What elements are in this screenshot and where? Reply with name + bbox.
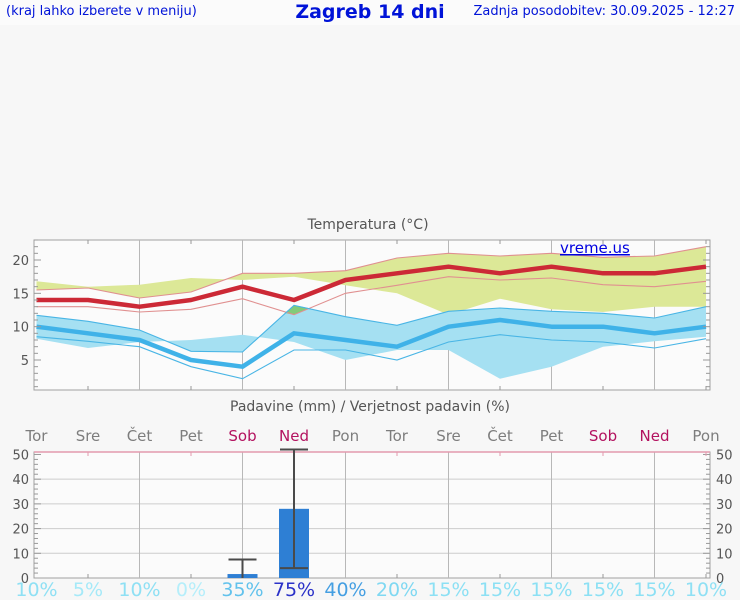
header: (kraj lahko izberete v meniju) Zagreb 14…: [0, 0, 740, 25]
precip-day-label: Sre: [436, 427, 461, 445]
last-updated: Zadnja posodobitev: 30.09.2025 - 12:27: [473, 4, 735, 19]
precip-day-label: Tor: [25, 427, 49, 445]
precipitation-probability: 10%: [118, 579, 160, 600]
precip-axis-tick: 30: [716, 498, 733, 513]
precipitation-plot-area: [33, 451, 711, 579]
precip-axis-tick: 50: [12, 448, 29, 463]
precip-day-label: Sre: [76, 427, 101, 445]
precip-day-label: Čet: [127, 426, 153, 445]
temp-axis-tick: 10: [12, 321, 29, 336]
precip-axis-tick: 40: [716, 473, 733, 488]
temperature-plot-area: [33, 239, 711, 391]
precip-axis-tick: 0: [716, 572, 724, 587]
precipitation-probability: 75%: [273, 579, 315, 600]
precip-day-label: Sob: [589, 427, 617, 445]
precip-day-label: Tor: [385, 427, 409, 445]
precipitation-probability: 15%: [427, 579, 469, 600]
temp-axis-tick: 20: [12, 254, 29, 269]
precipitation-probability: 15%: [582, 579, 624, 600]
precipitation-probability: 5%: [73, 579, 103, 600]
max-temp-line: [36, 264, 707, 309]
band-overlap: [284, 305, 310, 315]
precipitation-probability: 20%: [376, 579, 418, 600]
page-title: Zagreb 14 dni: [295, 1, 445, 23]
precipitation-probability: 15%: [479, 579, 521, 600]
precip-axis-tick: 50: [716, 448, 733, 463]
precipitation-bar: [279, 508, 309, 578]
precip-day-label: Ned: [640, 427, 670, 445]
location-hint: (kraj lahko izberete v meniju): [6, 4, 197, 19]
precip-axis-tick: 20: [716, 523, 733, 538]
precip-axis-tick: 0: [21, 572, 29, 587]
precipitation-probability: 15%: [633, 579, 675, 600]
precipitation-probability: 15%: [530, 579, 572, 600]
precipitation-probability: 10%: [15, 579, 57, 600]
precip-axis-tick: 10: [716, 547, 733, 562]
precipitation-bar: [227, 574, 258, 578]
precip-axis-tick: 40: [12, 473, 29, 488]
precipitation-probability: 40%: [324, 579, 366, 600]
temperature-chart-title: Temperatura (°C): [306, 217, 428, 233]
min-temp-line: [36, 317, 707, 369]
vreme-us-link[interactable]: vreme.us: [560, 239, 630, 257]
precipitation-probability: 0%: [176, 579, 206, 600]
precip-day-label: Pon: [332, 427, 359, 445]
precip-day-label: Pon: [692, 427, 719, 445]
precip-axis-tick: 10: [12, 547, 29, 562]
precip-day-label: Ned: [279, 427, 309, 445]
min-temp-band: [36, 305, 706, 379]
temp-axis-tick: 5: [21, 354, 29, 369]
precip-axis-tick: 30: [12, 498, 29, 513]
precip-day-label: Pet: [540, 427, 564, 445]
precip-day-label: Pet: [179, 427, 203, 445]
precip-axis-tick: 20: [12, 523, 29, 538]
precip-day-label: Sob: [228, 427, 256, 445]
temp-axis-tick: 15: [12, 287, 29, 302]
precipitation-chart-title: Padavine (mm) / Verjetnost padavin (%): [230, 399, 510, 415]
precip-day-label: Čet: [487, 426, 513, 445]
precipitation-probability: 10%: [685, 579, 727, 600]
precipitation-probability: 35%: [221, 579, 263, 600]
